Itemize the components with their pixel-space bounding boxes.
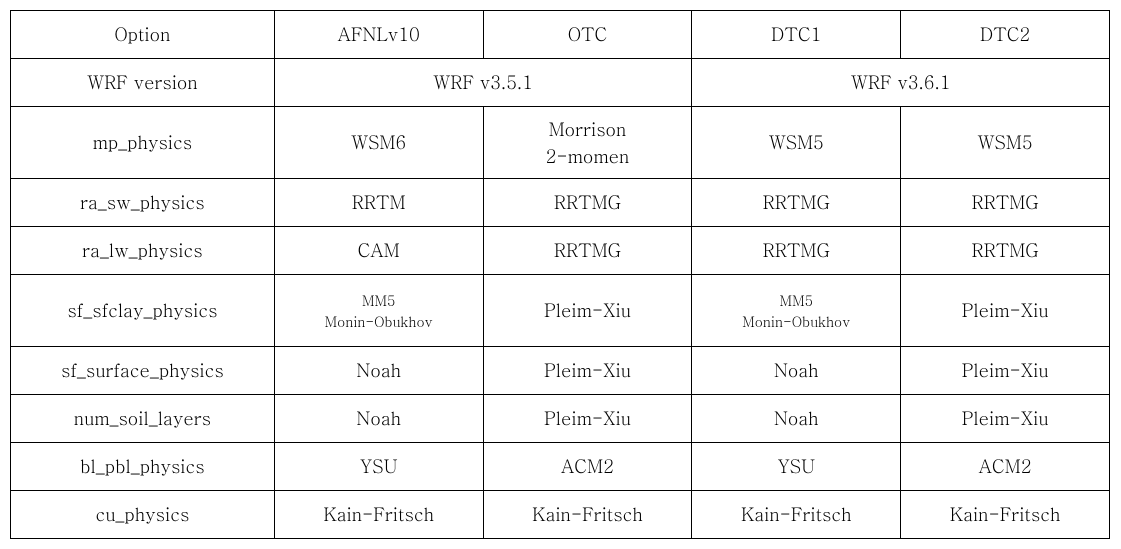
cell-value: WSM5 — [901, 107, 1110, 179]
cell-value: RRTMG — [901, 179, 1110, 227]
cell-value: Kain-Fritsch — [274, 491, 483, 539]
table-body: WRF version WRF v3.5.1 WRF v3.6.1 mp_phy… — [11, 59, 1110, 539]
cell-value: Pleim-Xiu — [901, 395, 1110, 443]
cell-value: ACM2 — [483, 443, 692, 491]
cell-value: Noah — [274, 395, 483, 443]
header-dtc1: DTC1 — [692, 11, 901, 59]
cell-value: Noah — [274, 347, 483, 395]
header-afnlv10: AFNLv10 — [274, 11, 483, 59]
cell-value: MM5Monin-Obukhov — [274, 275, 483, 347]
cell-value: Morrison2-momen — [483, 107, 692, 179]
row-label: ra_sw_physics — [11, 179, 275, 227]
cell-value: Pleim-Xiu — [483, 347, 692, 395]
cell-value: RRTMG — [692, 179, 901, 227]
table-row: ra_sw_physicsRRTMRRTMGRRTMGRRTMG — [11, 179, 1110, 227]
row-label: cu_physics — [11, 491, 275, 539]
wrf-options-table: Option AFNLv10 OTC DTC1 DTC2 WRF version… — [10, 10, 1110, 539]
row-label: ra_lw_physics — [11, 227, 275, 275]
cell-value: RRTMG — [483, 179, 692, 227]
cell-value: Pleim-Xiu — [901, 347, 1110, 395]
header-option: Option — [11, 11, 275, 59]
cell-value: Kain-Fritsch — [901, 491, 1110, 539]
cell-value: Pleim-Xiu — [901, 275, 1110, 347]
cell-value: YSU — [692, 443, 901, 491]
table-row: sf_sfclay_physicsMM5Monin-ObukhovPleim-X… — [11, 275, 1110, 347]
table-header-row: Option AFNLv10 OTC DTC1 DTC2 — [11, 11, 1110, 59]
wrf-version-left: WRF v3.5.1 — [274, 59, 692, 107]
cell-value: Pleim-Xiu — [483, 395, 692, 443]
cell-value: WSM6 — [274, 107, 483, 179]
row-label: mp_physics — [11, 107, 275, 179]
row-label: sf_surface_physics — [11, 347, 275, 395]
wrf-version-label: WRF version — [11, 59, 275, 107]
cell-value: RRTMG — [483, 227, 692, 275]
cell-value: ACM2 — [901, 443, 1110, 491]
cell-value: RRTMG — [692, 227, 901, 275]
cell-value: RRTM — [274, 179, 483, 227]
header-otc: OTC — [483, 11, 692, 59]
wrf-version-row: WRF version WRF v3.5.1 WRF v3.6.1 — [11, 59, 1110, 107]
cell-value: WSM5 — [692, 107, 901, 179]
wrf-version-right: WRF v3.6.1 — [692, 59, 1110, 107]
cell-value: MM5Monin-Obukhov — [692, 275, 901, 347]
row-label: num_soil_layers — [11, 395, 275, 443]
header-dtc2: DTC2 — [901, 11, 1110, 59]
cell-value: RRTMG — [901, 227, 1110, 275]
cell-value: YSU — [274, 443, 483, 491]
table-row: sf_surface_physicsNoahPleim-XiuNoahPleim… — [11, 347, 1110, 395]
cell-value: Noah — [692, 347, 901, 395]
cell-value: CAM — [274, 227, 483, 275]
cell-value: Pleim-Xiu — [483, 275, 692, 347]
table-row: bl_pbl_physicsYSUACM2YSUACM2 — [11, 443, 1110, 491]
row-label: sf_sfclay_physics — [11, 275, 275, 347]
table-row: cu_physicsKain-FritschKain-FritschKain-F… — [11, 491, 1110, 539]
table-row: num_soil_layersNoahPleim-XiuNoahPleim-Xi… — [11, 395, 1110, 443]
cell-value: Noah — [692, 395, 901, 443]
table-row: ra_lw_physicsCAMRRTMGRRTMGRRTMG — [11, 227, 1110, 275]
cell-value: Kain-Fritsch — [483, 491, 692, 539]
table-row: mp_physicsWSM6Morrison2-momenWSM5WSM5 — [11, 107, 1110, 179]
cell-value: Kain-Fritsch — [692, 491, 901, 539]
row-label: bl_pbl_physics — [11, 443, 275, 491]
